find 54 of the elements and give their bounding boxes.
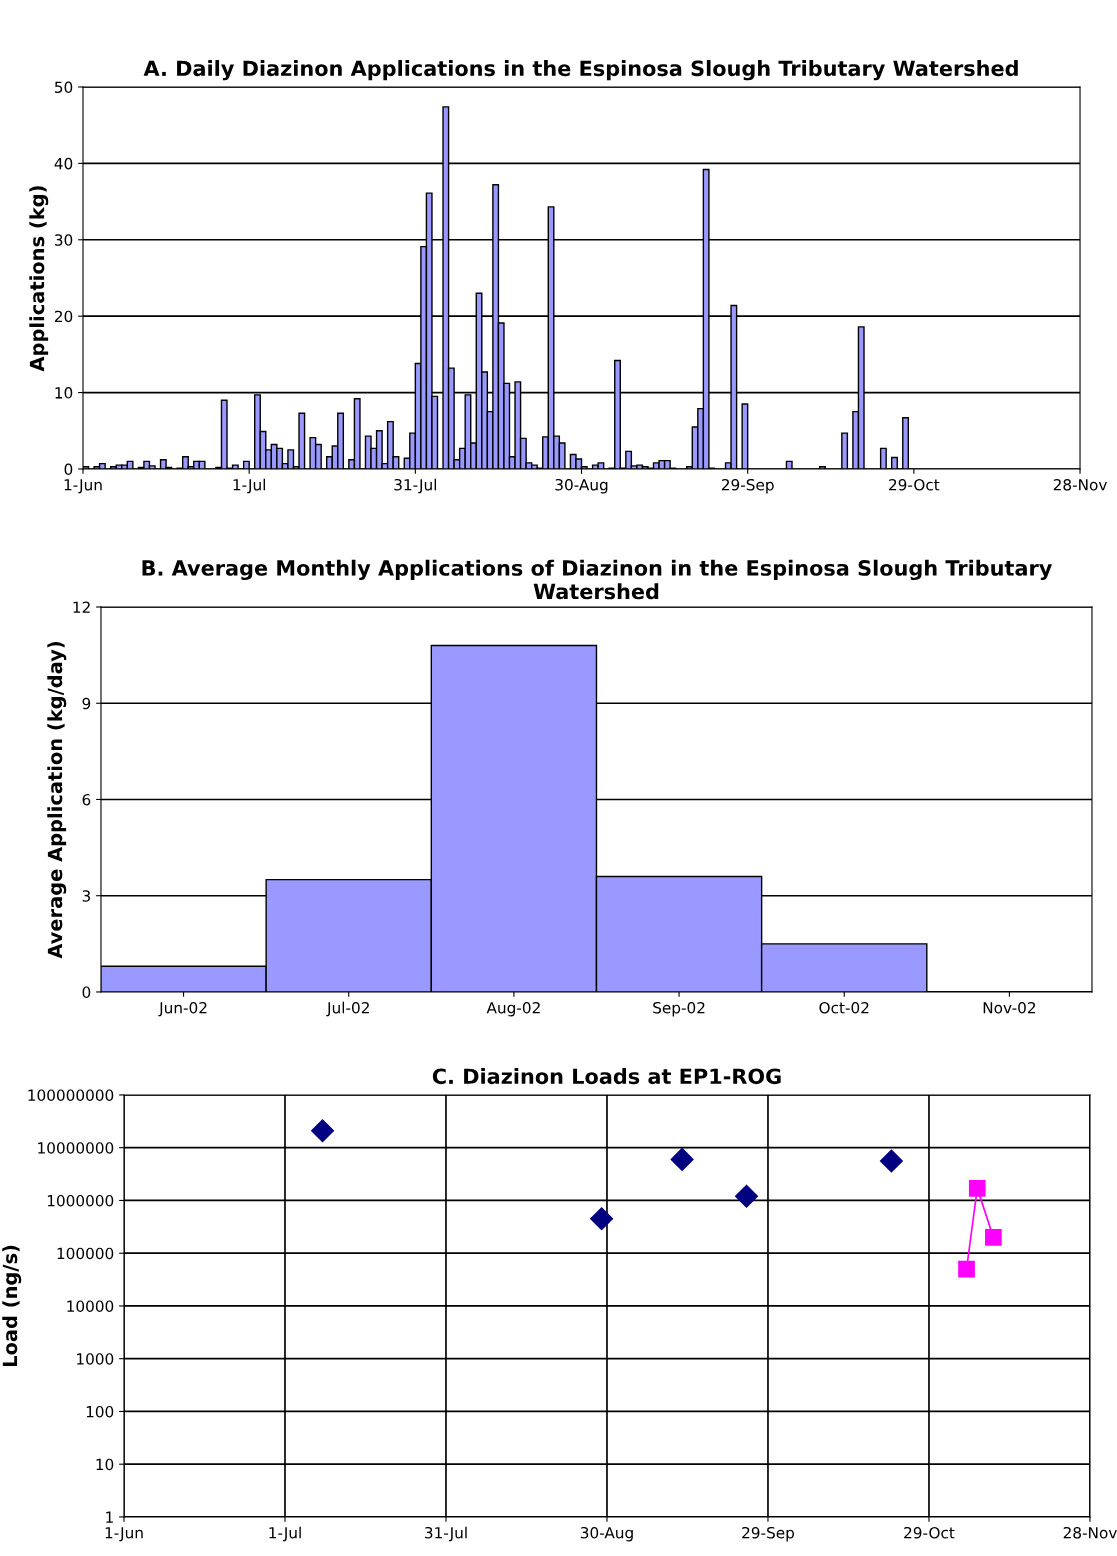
y-tick-label: 9 [82, 697, 91, 710]
chart-title: A. Daily Diazinon Applications in the Espinosa Slough Tributary Watershed [143, 60, 1018, 81]
x-tick-label: 1-Jul [233, 478, 265, 494]
x-tick-label: 29-Oct [889, 478, 940, 491]
y-tick-label: 100 [86, 1405, 114, 1418]
y-tick-label: 1000 [77, 1353, 114, 1365]
y-tick-label: 50 [55, 81, 73, 93]
x-tick-label: Jun-02 [158, 1001, 207, 1017]
point [670, 1147, 694, 1171]
point [590, 1207, 614, 1231]
y-tick-label: 10000 [67, 1300, 114, 1312]
x-tick-label: Sep-02 [653, 1001, 705, 1017]
point [735, 1184, 759, 1208]
x-tick-label: 30-Aug [555, 478, 608, 494]
x-tick-label: Aug-02 [486, 1001, 540, 1017]
x-tick-label: Jul-02 [326, 1001, 369, 1017]
x-tick-label: 28-Nov [1063, 1526, 1117, 1539]
y-tick-label: 1000000 [47, 1194, 114, 1207]
y-tick-label: 10000000 [38, 1142, 114, 1154]
x-tick-label: Oct-02 [819, 1001, 869, 1014]
x-tick-label: 28-Nov [1053, 478, 1107, 491]
y-axis-title: Average Application (kg/day) [47, 641, 67, 959]
x-tick-label: 31-Jul [394, 478, 437, 494]
x-tick-label: 31-Jul [425, 1526, 467, 1542]
chart-title: C. Diazinon Loads at EP1-ROG [432, 1068, 781, 1085]
point [968, 1179, 986, 1197]
y-tick-label: 10 [96, 1458, 114, 1471]
y-tick-label: 100000 [57, 1247, 114, 1260]
point [311, 1119, 335, 1143]
x-tick-label: 1-Jul [269, 1526, 301, 1542]
x-tick-label: Nov-02 [983, 1001, 1036, 1014]
point [879, 1149, 903, 1173]
y-tick-label: 10 [55, 387, 73, 399]
point [958, 1260, 975, 1278]
y-tick-label: 12 [73, 601, 90, 613]
point [985, 1228, 1002, 1246]
x-tick-label: 1-Jun [64, 479, 102, 494]
y-axis-title: Applications (kg) [29, 186, 49, 372]
y-tick-label: 30 [54, 234, 73, 246]
y-tick-label: 20 [54, 310, 73, 323]
y-tick-label: 100000000 [28, 1089, 114, 1101]
y-tick-label: 0 [82, 986, 91, 998]
x-tick-label: 30-Aug [580, 1526, 633, 1542]
x-tick-label: 1-Jun [105, 1527, 143, 1542]
y-tick-label: 40 [54, 157, 73, 170]
x-tick-label: 29-Oct [904, 1526, 955, 1539]
y-axis-title: Load (ng/s) [2, 1245, 22, 1367]
y-tick-label: 6 [82, 793, 91, 806]
x-tick-label: 29-Sep [742, 1526, 795, 1542]
y-tick-label: 1 [106, 1511, 113, 1523]
x-tick-label: 29-Sep [721, 478, 774, 494]
y-tick-label: 3 [82, 890, 91, 902]
y-tick-label: 0 [64, 463, 73, 475]
chart-title: B. Average Monthly Applications of Diazinon in the Espinosa Slough Tributary Watershed [142, 559, 1052, 600]
